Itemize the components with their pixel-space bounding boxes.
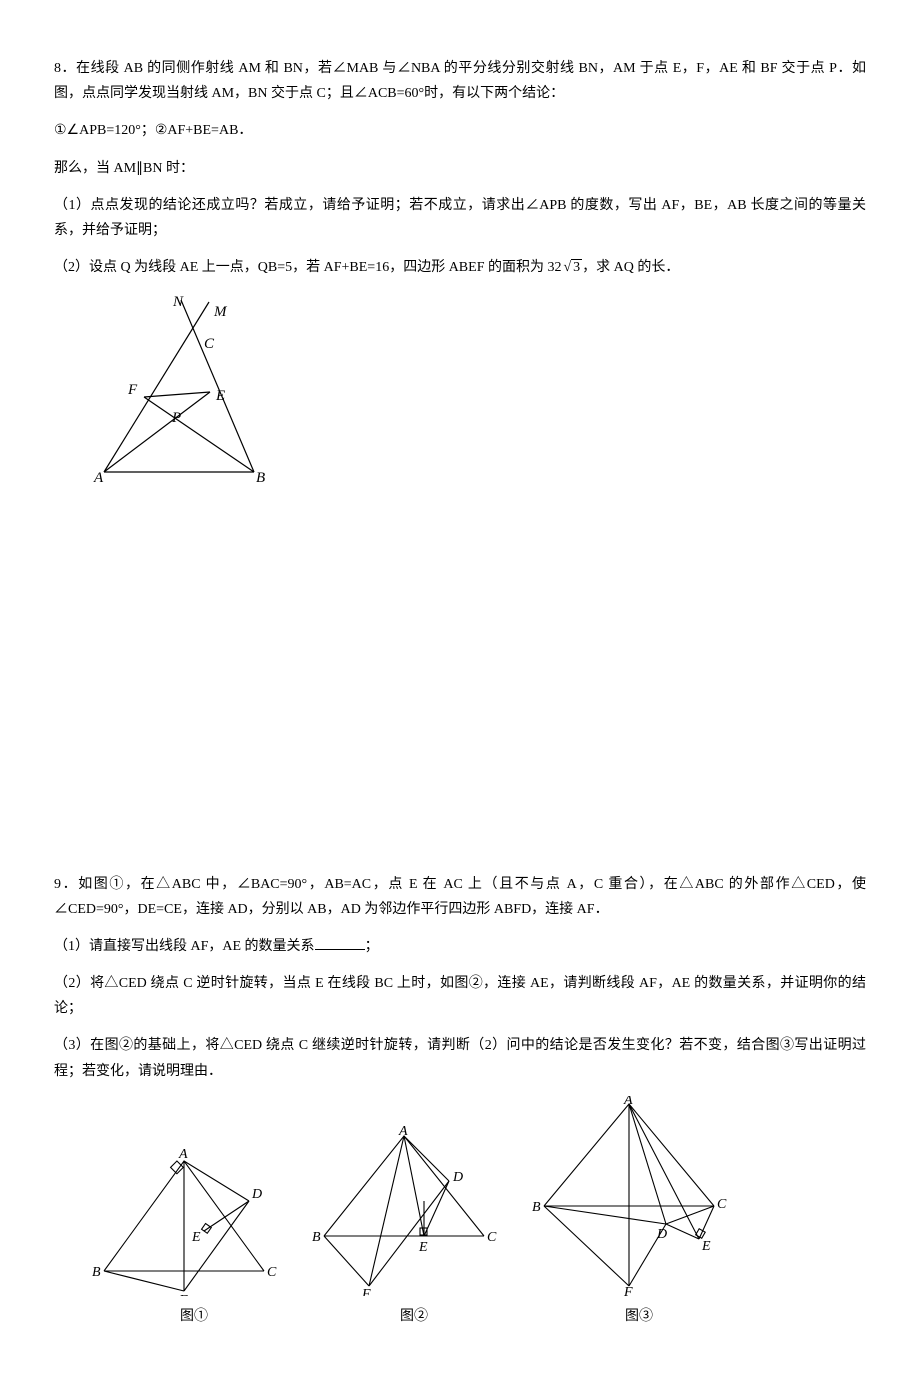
svg-text:B: B bbox=[92, 1265, 101, 1280]
fig3-label: 图③ bbox=[534, 1304, 744, 1329]
p8-diagram: N M C F P E A B bbox=[84, 292, 274, 482]
svg-text:C: C bbox=[487, 1230, 497, 1245]
svg-text:D: D bbox=[251, 1187, 262, 1202]
p8-q2: （2）设点 Q 为线段 AE 上一点，QB=5，若 AF+BE=16，四边形 A… bbox=[54, 255, 866, 280]
sqrt-icon: √3 bbox=[561, 255, 582, 280]
p9-q3: （3）在图②的基础上，将△CED 绕点 C 继续逆时针旋转，请判断（2）问中的结… bbox=[54, 1033, 866, 1083]
svg-text:F: F bbox=[178, 1293, 188, 1296]
p9-q2: （2）将△CED 绕点 C 逆时针旋转，当点 E 在线段 BC 上时，如图②，连… bbox=[54, 971, 866, 1021]
p8-q2-pre: （2）设点 Q 为线段 AE 上一点，QB=5，若 AF+BE=16，四边形 A… bbox=[54, 260, 561, 275]
p9-q1-pre: （1）请直接写出线段 AF，AE 的数量关系 bbox=[54, 939, 315, 954]
svg-text:B: B bbox=[256, 470, 265, 482]
p8-q1: （1）点点发现的结论还成立吗？若成立，请给予证明；若不成立，请求出∠APB 的度… bbox=[54, 193, 866, 243]
fig2-label: 图② bbox=[314, 1304, 514, 1329]
svg-text:A: A bbox=[178, 1147, 188, 1162]
svg-text:A: A bbox=[93, 470, 104, 482]
svg-text:F: F bbox=[623, 1285, 633, 1296]
svg-text:B: B bbox=[312, 1230, 321, 1245]
svg-text:E: E bbox=[191, 1230, 201, 1245]
problem-8: 8．在线段 AB 的同侧作射线 AM 和 BN，若∠MAB 与∠NBA 的平分线… bbox=[54, 56, 866, 492]
p9-q1: （1）请直接写出线段 AF，AE 的数量关系 ； bbox=[54, 934, 866, 959]
p8-figure: N M C F P E A B bbox=[84, 292, 866, 491]
p8-then: 那么，当 AM∥BN 时： bbox=[54, 156, 866, 181]
p8-conclusions: ①∠APB=120°；②AF+BE=AB． bbox=[54, 118, 866, 143]
p9-fig1: A B C D E F bbox=[84, 1146, 284, 1296]
svg-text:A: A bbox=[623, 1096, 633, 1108]
p8-q2-post: ，求 AQ 的长． bbox=[582, 260, 679, 275]
blank-field bbox=[315, 936, 365, 950]
p8-intro: 8．在线段 AB 的同侧作射线 AM 和 BN，若∠MAB 与∠NBA 的平分线… bbox=[54, 56, 866, 106]
p9-fig-labels: 图① 图② 图③ bbox=[84, 1304, 866, 1329]
p9-q1-post: ； bbox=[365, 939, 379, 954]
svg-text:D: D bbox=[452, 1170, 463, 1185]
svg-text:C: C bbox=[717, 1197, 727, 1212]
svg-text:E: E bbox=[701, 1239, 711, 1254]
p9-fig2: A B C D E F bbox=[304, 1126, 504, 1296]
svg-text:A: A bbox=[398, 1126, 408, 1139]
svg-text:D: D bbox=[656, 1227, 667, 1242]
p9-fig3: A B C D E F bbox=[524, 1096, 734, 1296]
svg-text:F: F bbox=[361, 1287, 371, 1296]
svg-text:N: N bbox=[172, 294, 184, 310]
spacer bbox=[54, 512, 866, 872]
svg-text:M: M bbox=[213, 304, 228, 320]
svg-text:E: E bbox=[418, 1240, 428, 1255]
problem-9: 9．如图①，在△ABC 中，∠BAC=90°，AB=AC，点 E 在 AC 上（… bbox=[54, 872, 866, 1330]
svg-text:F: F bbox=[127, 382, 138, 398]
svg-text:C: C bbox=[204, 336, 215, 352]
svg-text:C: C bbox=[267, 1265, 277, 1280]
svg-text:P: P bbox=[171, 410, 181, 426]
svg-text:B: B bbox=[532, 1200, 541, 1215]
p9-intro: 9．如图①，在△ABC 中，∠BAC=90°，AB=AC，点 E 在 AC 上（… bbox=[54, 872, 866, 922]
p9-figures: A B C D E F bbox=[84, 1096, 866, 1329]
svg-text:E: E bbox=[215, 388, 225, 404]
fig1-label: 图① bbox=[94, 1304, 294, 1329]
